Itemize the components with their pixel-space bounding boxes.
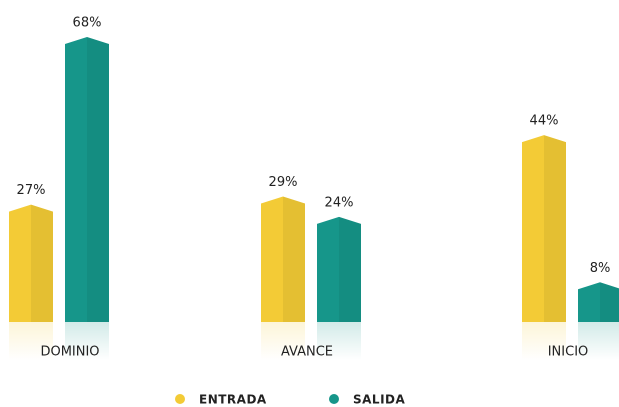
bar-reflection-fade [578,322,619,360]
x-tick-label: INICIO [548,345,589,360]
bar-shade [544,135,566,322]
x-tick-label: DOMINIO [40,345,99,360]
bar [317,216,361,360]
value-label: 8% [590,261,611,276]
x-tick-label: AVANCE [281,345,333,360]
legend-label: ENTRADA [199,393,267,407]
bar [65,37,109,360]
legend-marker [175,394,185,404]
bar-face-left [317,216,339,322]
bar-face-right [544,135,566,322]
bar-face-right [87,37,109,322]
bar-face-left [578,282,600,322]
bar-shade [339,216,361,322]
bar [522,135,566,360]
bar [261,196,305,360]
bar-face-left [522,135,544,322]
bar-face-right [339,216,361,322]
bar-face-left [9,204,31,322]
bar-face-left [65,37,87,322]
bar-reflection-fade [9,322,53,360]
value-label: 44% [530,114,559,129]
legend-label: SALIDA [353,393,406,407]
bar-shade [283,196,305,322]
bar [578,282,619,360]
bar-reflection-fade [522,322,566,360]
value-label: 29% [269,175,298,190]
bar-reflection-fade [317,322,361,360]
bar-face-right [31,204,53,322]
bar-face-right [283,196,305,322]
bar-reflection-fade [261,322,305,360]
bar-face-right [600,282,619,322]
bar-shade [31,204,53,322]
bar-face-left [261,196,283,322]
value-label: 27% [17,183,46,198]
bar-reflection-fade [65,322,109,360]
value-label: 68% [73,16,102,31]
value-label: 24% [325,195,354,210]
bar-shade [600,282,619,322]
legend-marker [329,394,339,404]
bar-shade [87,37,109,322]
bar [9,204,53,360]
